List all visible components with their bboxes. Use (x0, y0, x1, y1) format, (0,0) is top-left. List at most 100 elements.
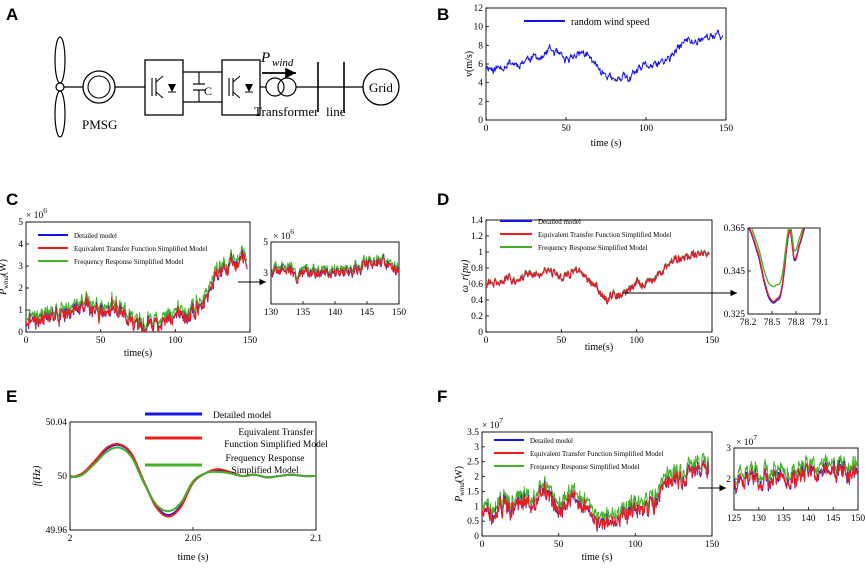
c-y-tick-label: 5 (18, 218, 23, 228)
f-xlabel: time (s) (582, 552, 613, 563)
panel-e-frequency-chart: E 2 2.05 2.1 49.96 50 50.04 time (s) f(Hz) Detail… (6, 387, 328, 563)
c-inset-x-tick-label: 130 (264, 308, 279, 318)
e-y-tick-label: 50.04 (46, 418, 68, 428)
d-inset-x-tick-label: 79.1 (812, 318, 829, 328)
panel-label-b: B (437, 5, 449, 24)
f-inset-x-tick-label: 145 (826, 514, 841, 524)
d-y-tick-label: 1.2 (471, 232, 483, 242)
b-xlabel: time (s) (591, 138, 622, 149)
f-y-tick-label: 3.5 (467, 428, 479, 438)
c-x-tick-label: 0 (24, 336, 29, 346)
grid-icon (362, 68, 400, 106)
wind-turbine-icon (54, 36, 84, 138)
f-y-tick-label: 0 (474, 532, 479, 542)
legend-entry: Equivalent Transfer (238, 427, 314, 438)
wind-speed-line (486, 29, 724, 82)
e-y-tick-label: 49.96 (46, 526, 68, 536)
b-y-tick-label: 8 (478, 41, 483, 51)
c-inset-x-tick-label: 135 (296, 308, 311, 318)
b-x-tick-label: 0 (484, 124, 489, 134)
series-line-c-1 (26, 251, 248, 332)
c-y-exponent: × 106 (26, 206, 47, 221)
c-x-tick-label: 100 (168, 336, 183, 346)
series-line-f-1 (482, 460, 710, 530)
f-ylabel: Pwind(W) (454, 466, 466, 503)
capacitor-label: C (204, 84, 212, 98)
pwind-subscript: wind (272, 57, 294, 69)
b-y-tick-label: 2 (478, 97, 483, 107)
b-x-tick-label: 150 (719, 124, 734, 134)
legend-entry: Equivalent Transfer Function Simplified … (530, 450, 663, 458)
panel-a-schematic: A PMSG C (6, 5, 400, 138)
c-inset-y-tick-label: 5 (263, 238, 268, 248)
legend-entry: Detailed model (538, 218, 581, 226)
c-inset-y-tick-label: 3 (263, 269, 268, 279)
series-line-f-2 (482, 452, 710, 523)
d-y-tick-label: 0 (478, 328, 483, 338)
panel-b-wind-speed-chart: B 0 50 100 150 0 2 4 6 8 10 12 time (s) v(m/s) random … (437, 4, 733, 149)
f-y-tick-label: 1.5 (467, 487, 479, 497)
b-ylabel: v(m/s) (464, 51, 475, 77)
c-inset-x-tick-label: 150 (392, 308, 407, 318)
inset-series-line-d-1 (748, 228, 805, 303)
d-x-tick-label: 100 (630, 336, 645, 346)
inverter-converter-icon (221, 59, 261, 116)
d-inset-y-tick-label: 0.345 (724, 267, 746, 277)
inset-series-line-c-1 (271, 255, 399, 284)
f-y-tick-label: 2 (474, 473, 479, 483)
c-inset-x-tick-label: 145 (360, 308, 375, 318)
b-y-tick-label: 4 (478, 79, 483, 89)
d-y-tick-label: 1.4 (471, 216, 483, 226)
d-inset-y-tick-label: 0.365 (724, 224, 746, 234)
d-y-tick-label: 0.4 (471, 296, 483, 306)
rectifier-converter-icon (144, 59, 184, 116)
e-x-tick-label: 2.1 (310, 534, 322, 544)
f-inset-x-tick-label: 125 (727, 514, 742, 524)
panel-label-a: A (6, 5, 18, 24)
d-x-tick-label: 150 (705, 336, 720, 346)
d-x-tick-label: 50 (557, 336, 567, 346)
d-y-tick-label: 1 (478, 248, 483, 258)
c-y-tick-label: 0 (18, 328, 23, 338)
f-inset-x-tick-label: 140 (801, 514, 816, 524)
f-inset-y-tick-label: 3 (726, 444, 731, 454)
panel-label-c: C (6, 190, 18, 209)
b-y-tick-label: 6 (478, 60, 483, 70)
f-inset-x-tick-label: 130 (752, 514, 767, 524)
legend-entry: random wind speed (571, 17, 649, 28)
legend-entry: Simplified Model (231, 465, 299, 476)
f-axes-frame (481, 431, 713, 537)
f-x-tick-label: 0 (480, 540, 485, 550)
inset-series-line-f-2 (734, 454, 858, 486)
f-y-tick-label: 0.5 (467, 517, 479, 527)
grid-label: Grid (369, 80, 393, 95)
e-y-tick-label: 50 (58, 472, 68, 482)
legend-entry: Frequency Response (226, 454, 305, 464)
c-ylabel: Pwind(W) (0, 259, 10, 296)
d-inset-y-tick-label: 0.325 (724, 310, 746, 320)
pmsg-generator-icon (82, 70, 116, 104)
f-y-tick-label: 2.5 (467, 458, 479, 468)
b-y-tick-label: 0 (478, 116, 483, 126)
c-y-tick-label: 3 (18, 262, 23, 272)
series-line-c-2 (26, 245, 248, 332)
f-y-exponent: × 107 (482, 416, 503, 431)
c-axes-frame (25, 221, 251, 333)
c-y-tick-label: 2 (18, 284, 23, 294)
d-inset-x-tick-label: 78.5 (764, 318, 781, 328)
d-axes-frame (485, 219, 713, 333)
line-label: line (326, 104, 346, 119)
d-xlabel: time(s) (585, 342, 613, 353)
legend-entry: Equivalent Transfer Function Simplified … (74, 245, 207, 253)
transformer-label: Transformer (254, 104, 319, 119)
f-x-tick-label: 100 (628, 540, 643, 550)
legend-entry: Detailed model (74, 232, 117, 240)
c-x-tick-label: 150 (243, 336, 258, 346)
b-y-tick-label: 12 (474, 4, 484, 14)
b-y-tick-label: 10 (474, 23, 484, 33)
f-inset-x-tick-label: 135 (776, 514, 791, 524)
f-inset-x-tick-label: 150 (851, 514, 865, 524)
panel-label-f: F (437, 387, 447, 406)
